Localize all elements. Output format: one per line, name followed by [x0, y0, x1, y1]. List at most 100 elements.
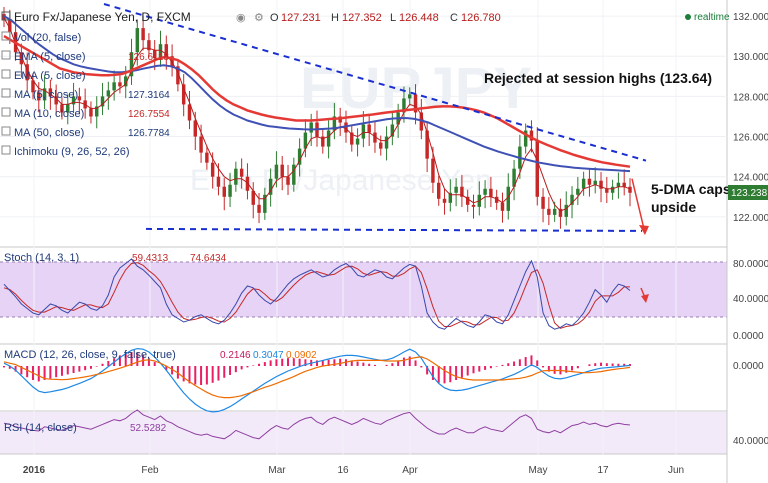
candle-body [547, 208, 551, 215]
candle-body [628, 186, 632, 193]
stoch-k-value: 59.4313 [132, 253, 169, 264]
indicator-toggle-icon [1, 31, 11, 41]
candle-body [576, 188, 580, 195]
candle-body [141, 28, 145, 41]
candle-body [77, 96, 82, 101]
candle-body [605, 188, 609, 193]
price-grid [0, 0, 727, 455]
settings-icon[interactable]: ⚙ [254, 12, 264, 24]
macd-signal-value: 0.0902 [286, 350, 317, 361]
candle-body [181, 84, 186, 105]
forecast-arrow-line [631, 178, 645, 230]
stoch-d-value: 74.6434 [190, 253, 227, 264]
indicator-label: Ichimoku (9, 26, 52, 26) [14, 146, 130, 158]
annotation-dma-line2: upside [651, 199, 696, 215]
candle-body [512, 168, 516, 187]
stoch-tick: 0.0000 [733, 331, 764, 342]
candle-body [118, 82, 122, 87]
candle-body [303, 132, 308, 149]
ma-thin-line [3, 17, 631, 212]
candle-body [100, 96, 105, 107]
candle-body [129, 52, 134, 77]
stoch-band [0, 262, 727, 317]
indicator-toggle-icon [1, 107, 11, 117]
candle-body [361, 124, 366, 139]
stoch-k-line [3, 258, 631, 330]
x-axis-ticks: 2016 Feb Mar 16 Apr May 17 Jun [23, 465, 684, 476]
indicator-label: EMA (5, close) [14, 51, 86, 63]
ma-blue-line [3, 15, 631, 173]
realtime-dot-icon [685, 14, 691, 20]
candle-body [147, 40, 151, 51]
candle-body [205, 152, 209, 163]
candle-body [616, 182, 621, 187]
candle-body [286, 176, 290, 185]
candle-body [390, 124, 395, 137]
candle-body [622, 182, 626, 187]
candle-body [60, 104, 64, 113]
candle-body [263, 194, 267, 213]
symbol-title[interactable]: Euro Fx/Japanese Yen, D, FXCM [14, 10, 191, 24]
candle-body [489, 188, 493, 197]
candle-body [251, 190, 255, 205]
indicator-label: MA (10, close) [14, 108, 84, 120]
candle-body [152, 50, 157, 59]
indicator-toggle-icon [1, 126, 11, 136]
low-value: 126.448 [399, 12, 439, 24]
candle-body [239, 168, 244, 177]
indicator-toggle-icon [1, 50, 11, 60]
stoch-d-line [3, 262, 630, 329]
candle-body [465, 196, 470, 205]
moving-average-lines [3, 15, 631, 212]
candle-body [332, 116, 337, 131]
candle-body [89, 108, 93, 117]
last-price-badge [728, 185, 768, 200]
rsi-band [0, 412, 727, 454]
candle-body [19, 52, 24, 65]
candle-body [471, 204, 476, 207]
candle-body [66, 104, 70, 113]
x-tick-label: Mar [268, 465, 286, 476]
macd-plot [3, 347, 631, 413]
candle-body [95, 106, 99, 117]
y-tick-label: 130.000 [733, 52, 768, 63]
y-tick-label: 122.000 [733, 213, 768, 224]
rsi-label[interactable]: RSI (14, close) [4, 422, 77, 434]
high-value: 127.352 [342, 12, 382, 24]
candle-body [494, 196, 499, 203]
realtime-status: realtime [694, 12, 730, 23]
trendlines [103, 3, 649, 235]
indicator-value: 126.7784 [128, 128, 170, 139]
y-tick-label: 126.000 [733, 133, 768, 144]
candle-body [164, 44, 169, 57]
high-label: H [331, 12, 339, 24]
candle-body [280, 164, 284, 177]
ma-red-line [3, 35, 631, 168]
candle-body [408, 94, 412, 99]
lower-trendline [145, 227, 643, 232]
annotation-dma-line1: 5-DMA caps [651, 181, 731, 197]
rsi-line [3, 409, 631, 440]
candle-body [379, 142, 383, 149]
candle-body [170, 56, 174, 67]
y-axis-ticks: 132.000 130.000 128.000 126.000 124.000 122.0… [733, 12, 768, 224]
x-tick-label: Feb [141, 465, 159, 476]
candle-body [297, 148, 302, 165]
indicator-label: EMA (5, close) [14, 70, 86, 82]
candle-body [367, 124, 371, 133]
low-label: L [390, 12, 396, 24]
y-tick-label: 124.000 [733, 173, 768, 184]
candle-body [216, 176, 221, 187]
stoch-label[interactable]: Stoch (14, 3, 1) [4, 252, 79, 264]
x-tick-label: May [529, 465, 548, 476]
symbol-toggle-icon[interactable] [1, 11, 11, 21]
candle-body [448, 192, 453, 203]
rsi-value: 52.5282 [130, 423, 167, 434]
candle-body [384, 136, 389, 149]
macd-label[interactable]: MACD (12, 26, close, 9, false, true) [4, 349, 176, 361]
eye-icon[interactable]: ◉ [236, 12, 246, 24]
open-label: O [270, 12, 279, 24]
candle-body [71, 96, 76, 105]
x-tick-label: 2016 [23, 465, 46, 476]
y-tick-label: 128.000 [733, 92, 768, 103]
